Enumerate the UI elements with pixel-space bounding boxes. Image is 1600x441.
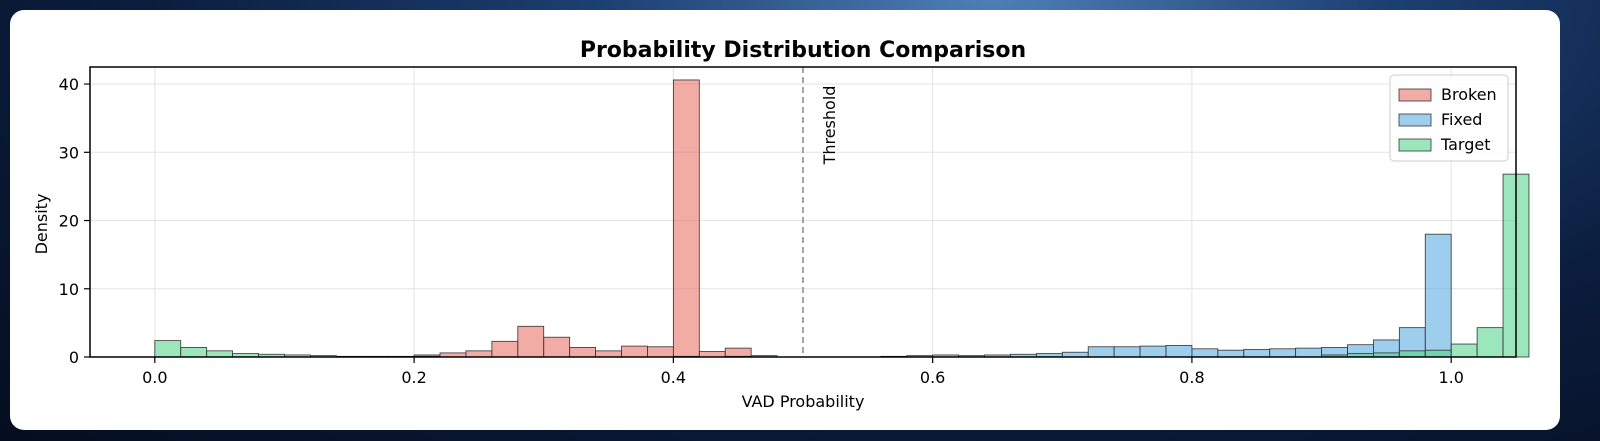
threshold-label: Threshold — [820, 86, 839, 166]
bar-broken — [491, 340, 519, 358]
legend-label-target: Target — [1440, 135, 1491, 154]
bar-fixed — [1113, 346, 1141, 358]
x-tick-label: 0.8 — [1179, 368, 1204, 387]
chart-card: Probability Distribution Comparison Thre… — [10, 10, 1560, 430]
x-axis-label: VAD Probability — [742, 392, 865, 411]
x-tick-label: 0.6 — [920, 368, 945, 387]
bar-broken — [595, 350, 622, 358]
y-tick-label: 40 — [59, 75, 79, 94]
bar-broken — [672, 79, 700, 358]
bar-broken — [647, 346, 674, 358]
bar-broken — [543, 336, 571, 358]
x-tick-label: 1.0 — [1438, 368, 1463, 387]
bar-fixed — [1295, 347, 1322, 358]
legend-swatch-broken — [1398, 88, 1432, 102]
ticks-layer: 0.0 0.2 0.4 0.6 0.8 1.0 0 10 20 30 40 — [59, 75, 1464, 387]
bar-target — [1450, 343, 1478, 358]
bar-broken — [698, 351, 726, 358]
legend-label-fixed: Fixed — [1441, 110, 1482, 129]
x-tick-label: 0.0 — [142, 368, 167, 387]
bar-target — [206, 350, 234, 358]
y-axis-label: Density — [32, 194, 51, 255]
legend-swatch-target — [1398, 138, 1432, 152]
legend: Broken Fixed Target — [1389, 74, 1509, 162]
bar-broken — [621, 345, 648, 358]
bar-fixed — [1191, 348, 1219, 358]
series-target — [154, 173, 1530, 358]
y-tick-label: 10 — [59, 280, 79, 299]
legend-swatch-fixed — [1398, 113, 1432, 127]
histogram-chart: Probability Distribution Comparison Thre… — [32, 38, 1530, 411]
series-broken — [413, 79, 752, 358]
y-tick-label: 20 — [59, 212, 79, 231]
bar-broken — [569, 347, 596, 358]
bar-broken — [465, 350, 493, 358]
bars-layer — [154, 79, 1530, 358]
bar-fixed — [1139, 345, 1167, 358]
legend-label-broken: Broken — [1441, 85, 1497, 104]
bar-target — [1398, 350, 1426, 358]
bar-fixed — [1217, 349, 1245, 358]
chart-title: Probability Distribution Comparison — [580, 38, 1026, 63]
plot-frame — [89, 66, 1517, 358]
bar-target — [180, 347, 208, 358]
y-tick-label: 30 — [59, 143, 79, 162]
bar-fixed — [1424, 233, 1452, 358]
bar-fixed — [1087, 346, 1115, 358]
y-tick-label: 0 — [69, 348, 79, 367]
series-fixed — [672, 233, 1452, 358]
bar-fixed — [1269, 348, 1297, 358]
bar-target — [1424, 349, 1452, 358]
bar-target — [154, 340, 182, 358]
bar-fixed — [1243, 349, 1271, 358]
x-tick-label: 0.4 — [661, 368, 686, 387]
threshold-layer: Threshold — [802, 67, 839, 357]
bar-broken — [724, 347, 752, 358]
bar-broken — [517, 325, 545, 358]
bar-target — [1476, 327, 1504, 358]
bar-fixed — [1165, 344, 1193, 358]
x-tick-label: 0.2 — [401, 368, 426, 387]
